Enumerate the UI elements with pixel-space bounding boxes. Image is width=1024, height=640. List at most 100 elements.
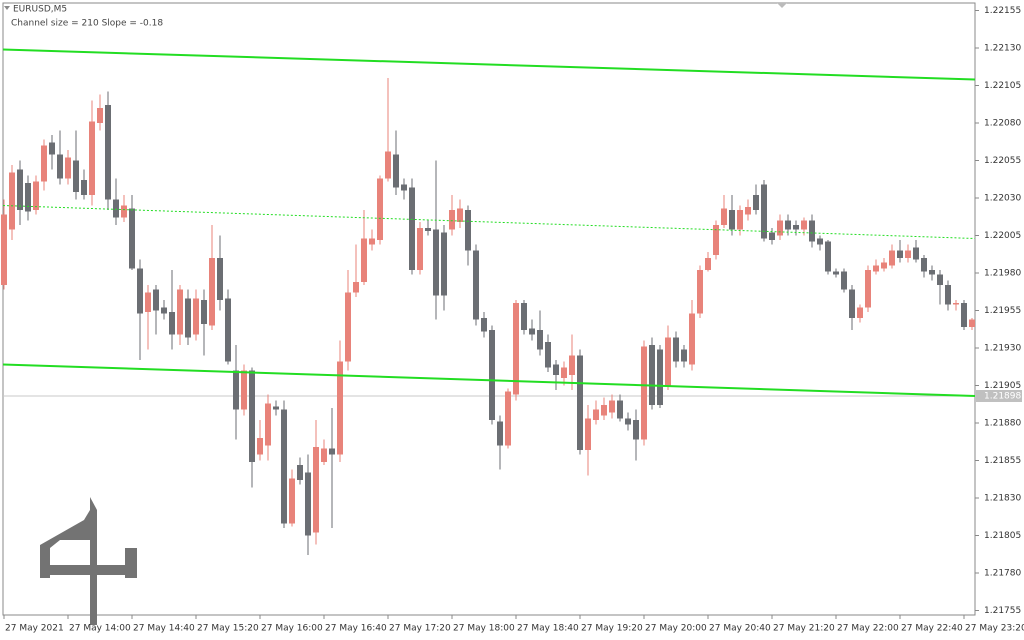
candle-body xyxy=(865,270,871,308)
candle-body xyxy=(553,364,559,375)
candle-body xyxy=(641,346,647,440)
candle-body xyxy=(577,355,583,450)
candle-body xyxy=(329,448,335,455)
candle-body xyxy=(609,400,615,413)
candle-body xyxy=(801,220,807,230)
candle-body xyxy=(617,400,623,419)
candle-body xyxy=(313,447,319,533)
y-tick-label: 1.21955 xyxy=(984,306,1021,316)
candle-body xyxy=(481,318,487,332)
shift-marker[interactable] xyxy=(777,3,787,8)
candle-body xyxy=(457,208,463,222)
candle-body xyxy=(905,250,911,258)
candle-body xyxy=(233,370,239,410)
x-tick-label: 27 May 22:00 xyxy=(837,624,899,634)
candle-body xyxy=(361,238,367,282)
candle-body xyxy=(281,409,287,524)
candle-body xyxy=(785,220,791,230)
y-tick-label: 1.21855 xyxy=(984,456,1021,466)
candle-body xyxy=(321,448,327,462)
candle-body xyxy=(665,337,671,386)
candle-body xyxy=(273,406,279,410)
y-tick-label: 1.22030 xyxy=(984,194,1021,204)
symbol: EURUSD,M5 xyxy=(13,5,67,15)
candle-body xyxy=(657,349,663,405)
candle-body xyxy=(593,409,599,420)
y-tick-label: 1.21755 xyxy=(984,606,1021,616)
x-tick-label: 27 May 16:40 xyxy=(325,624,387,634)
candle-body xyxy=(441,232,447,296)
candle-body xyxy=(521,303,527,330)
candle-body xyxy=(969,319,975,327)
x-tick-label: 27 May 2021 xyxy=(5,624,64,634)
candle-body xyxy=(9,172,15,230)
candle-body xyxy=(345,292,351,362)
candle-body xyxy=(393,154,399,188)
x-tick-label: 27 May 17:20 xyxy=(389,624,451,634)
x-tick-label: 27 May 20:40 xyxy=(709,624,771,634)
candle-body xyxy=(417,228,423,270)
candle-body xyxy=(265,403,271,446)
x-tick-label: 27 May 21:20 xyxy=(773,624,835,634)
candle-body xyxy=(409,187,415,270)
candle-body xyxy=(601,405,607,416)
candle-body xyxy=(305,472,311,536)
collapse-arrow[interactable] xyxy=(4,6,10,10)
candle-body xyxy=(145,292,151,312)
candle-body xyxy=(57,154,63,179)
candle-body xyxy=(193,298,199,335)
candle-body xyxy=(729,210,735,230)
candle-body xyxy=(721,208,727,225)
candle-body xyxy=(769,232,775,240)
candle-body xyxy=(489,330,495,420)
candle-body xyxy=(473,250,479,320)
candle-body xyxy=(545,342,551,368)
candle-body xyxy=(105,105,111,200)
y-tick-label: 1.21830 xyxy=(984,494,1021,504)
candle-body xyxy=(89,121,95,195)
candle-body xyxy=(857,307,863,318)
y-tick-label: 1.21780 xyxy=(984,569,1021,579)
candle-body xyxy=(697,270,703,314)
x-tick-label: 27 May 22:40 xyxy=(901,624,963,634)
x-tick-label: 27 May 14:40 xyxy=(133,624,195,634)
candle-body xyxy=(849,289,855,318)
y-tick-label: 1.21980 xyxy=(984,269,1021,279)
x-tick-label: 27 May 18:40 xyxy=(517,624,579,634)
candle-body xyxy=(353,282,359,293)
candle-body xyxy=(713,225,719,255)
candle-body xyxy=(825,241,831,272)
y-tick-label: 1.21805 xyxy=(984,531,1021,541)
candle-body xyxy=(289,478,295,524)
candle-body xyxy=(1,214,7,285)
candle-body xyxy=(401,184,407,191)
candle-body xyxy=(73,160,79,192)
candle-body xyxy=(505,391,511,446)
candle-body xyxy=(953,303,959,305)
candle-body xyxy=(385,151,391,179)
candle-body xyxy=(673,337,679,362)
candle-body xyxy=(513,303,519,395)
candle-body xyxy=(153,289,159,311)
x-tick-label: 27 May 15:20 xyxy=(197,624,259,634)
x-tick-label: 27 May 23:20 xyxy=(965,624,1024,634)
candle-body xyxy=(97,108,103,123)
candle-body xyxy=(497,421,503,446)
candle-body xyxy=(817,238,823,245)
candle-body xyxy=(33,181,39,210)
candle-body xyxy=(41,145,47,182)
candle-body xyxy=(745,207,751,215)
candle-body xyxy=(945,285,951,305)
candle-body xyxy=(25,183,31,212)
channel-info: Channel size = 210 Slope = -0.18 xyxy=(11,19,163,29)
last-price-label: 1.21898 xyxy=(984,392,1021,402)
logo-watermark xyxy=(40,497,137,625)
candle-body xyxy=(225,298,231,362)
candle-body xyxy=(649,345,655,405)
y-tick-label: 1.22155 xyxy=(984,6,1021,16)
candle-body xyxy=(177,289,183,335)
candle-body xyxy=(873,265,879,272)
candle-body xyxy=(425,228,431,231)
candle-body xyxy=(913,247,919,260)
